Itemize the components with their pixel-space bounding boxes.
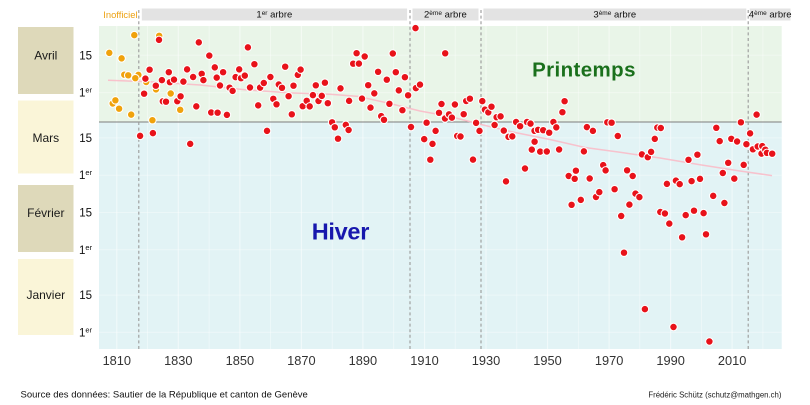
svg-text:1850: 1850	[226, 353, 254, 368]
svg-text:1870: 1870	[287, 353, 315, 368]
svg-text:3ème arbre: 3ème arbre	[593, 10, 636, 21]
svg-text:Avril: Avril	[34, 49, 57, 63]
svg-text:Inofficiel: Inofficiel	[103, 9, 137, 20]
svg-text:1970: 1970	[595, 353, 623, 368]
svg-text:1910: 1910	[410, 353, 438, 368]
svg-text:15: 15	[79, 290, 92, 302]
svg-text:Source des données: Sautier de: Source des données: Sautier de la Républ…	[21, 390, 308, 401]
svg-text:1830: 1830	[164, 353, 192, 368]
svg-text:1810: 1810	[103, 353, 131, 368]
svg-text:1890: 1890	[349, 353, 377, 368]
svg-text:Janvier: Janvier	[26, 288, 65, 302]
svg-text:1950: 1950	[533, 353, 561, 368]
svg-text:15: 15	[79, 133, 92, 145]
svg-text:2010: 2010	[718, 353, 746, 368]
svg-text:2ème arbre: 2ème arbre	[424, 10, 467, 21]
svg-text:Frédéric Schütz (schutz@mathge: Frédéric Schütz (schutz@mathgen.ch)	[648, 391, 782, 400]
svg-text:1er arbre: 1er arbre	[256, 10, 292, 21]
svg-text:1990: 1990	[656, 353, 684, 368]
svg-text:4ème arbre: 4ème arbre	[749, 10, 792, 21]
svg-text:15: 15	[79, 208, 92, 220]
svg-text:Février: Février	[27, 206, 64, 220]
svg-text:1930: 1930	[472, 353, 500, 368]
svg-text:Mars: Mars	[32, 131, 59, 145]
svg-text:15: 15	[79, 50, 92, 62]
svg-text:Hiver: Hiver	[312, 219, 369, 245]
svg-text:Printemps: Printemps	[532, 59, 636, 82]
